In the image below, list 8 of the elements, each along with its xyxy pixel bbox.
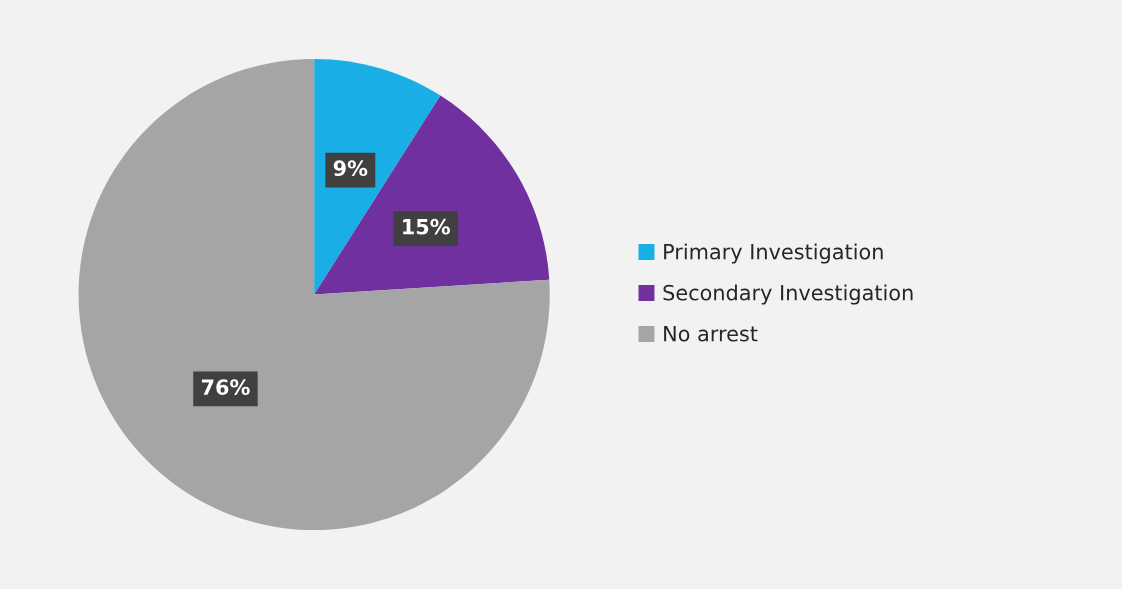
data-label: 76% bbox=[201, 379, 250, 395]
pie-slice bbox=[314, 95, 550, 295]
legend-label: No arrest bbox=[664, 326, 758, 342]
data-label: 15% bbox=[403, 218, 450, 235]
data-label: 9% bbox=[333, 160, 368, 177]
pie-slice bbox=[78, 58, 550, 531]
legend-label: Primary Investigation bbox=[664, 243, 883, 264]
legend-label: Secondary Investigation bbox=[663, 284, 913, 305]
